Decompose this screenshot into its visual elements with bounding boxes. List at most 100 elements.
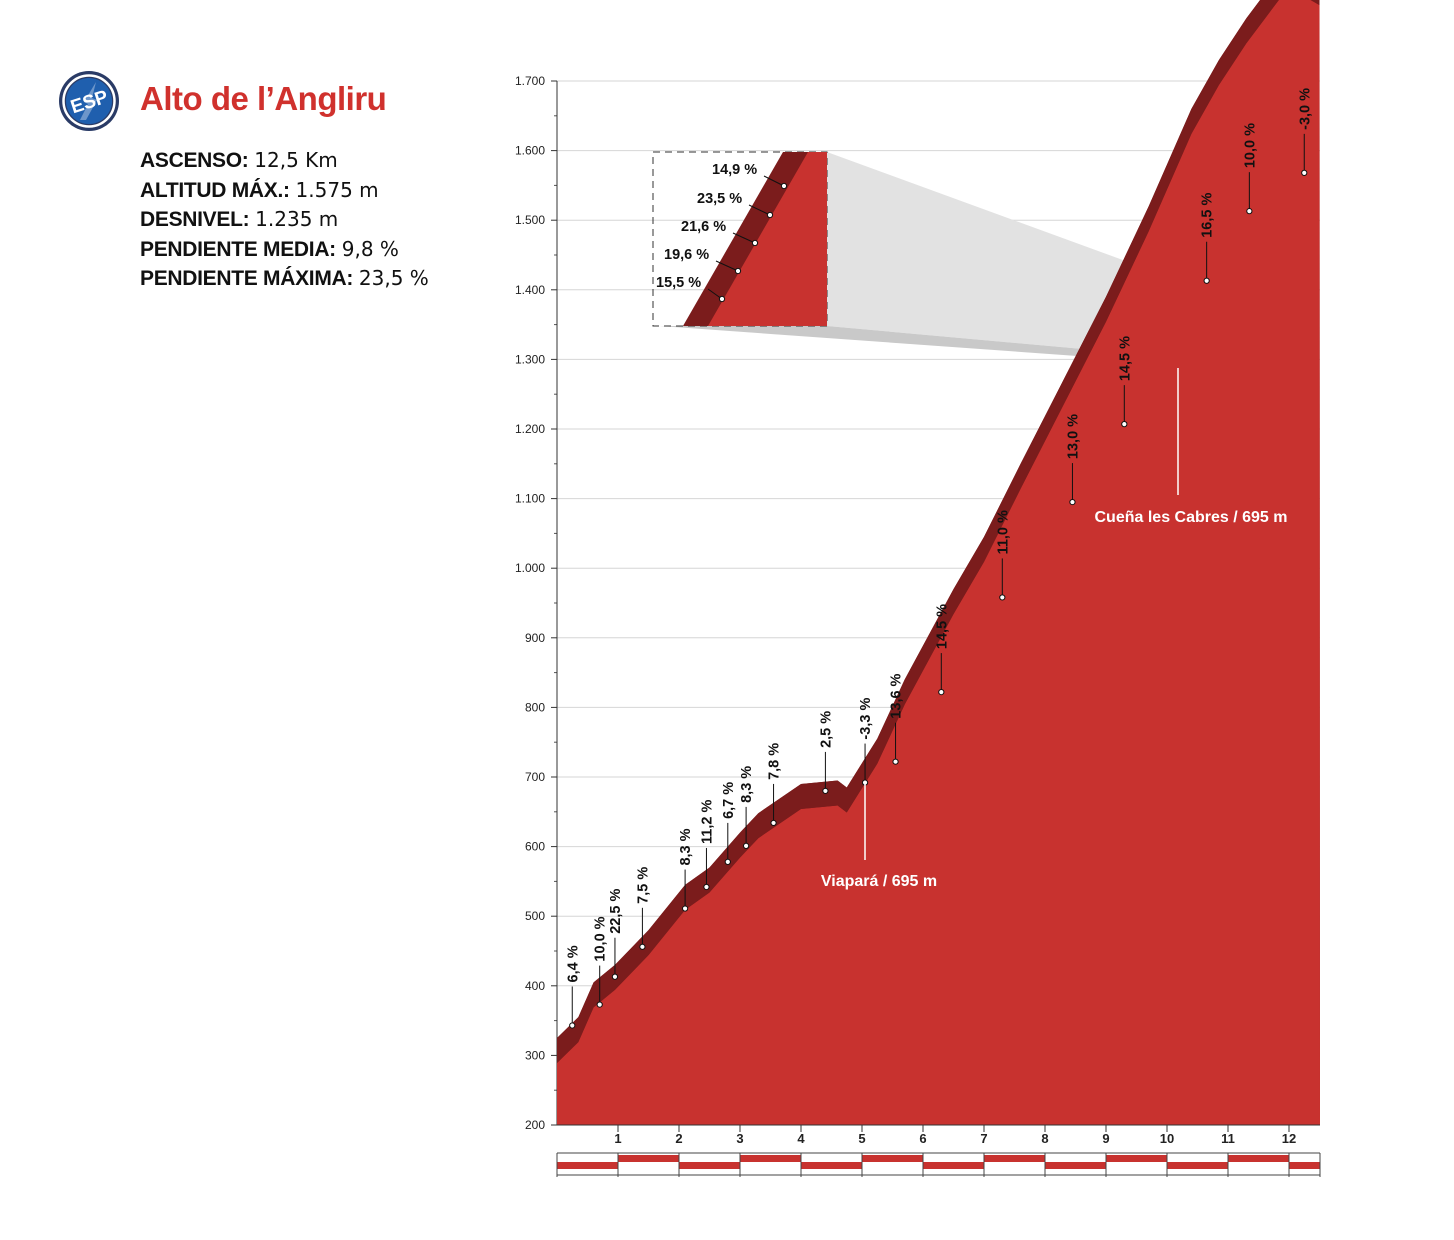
grade-label: 22,5 %	[608, 889, 624, 934]
grade-label: 7,5 %	[635, 867, 651, 904]
x-tick-label: 3	[736, 1131, 743, 1146]
grade-dot	[724, 858, 731, 866]
grade-dot	[822, 787, 829, 795]
y-axis: 1.700 1.600 1.500 1.400 1.300 1.200 1.100 1.000…	[515, 74, 558, 1132]
stat-desnivel: DESNIVEL: 1.235 m	[140, 205, 429, 235]
inset-leader	[763, 175, 785, 187]
km-band-segment	[618, 1155, 679, 1162]
grade-dot	[611, 973, 619, 980]
grade-dot	[770, 819, 777, 827]
km-band-segment	[1228, 1155, 1289, 1162]
inset-grade-label: 15,5 %	[656, 275, 701, 291]
y-tick-label: 1.700	[515, 74, 545, 88]
grade-label: 6,4 %	[565, 945, 581, 982]
y-tick-label: 900	[525, 631, 545, 645]
stat-pendiente-maxima: PENDIENTE MÁXIMA: 23,5 %	[140, 264, 429, 294]
grade-dot	[743, 842, 750, 850]
x-tick-label: 11	[1221, 1131, 1235, 1146]
y-tick-label: 1.100	[515, 492, 545, 506]
x-tick-label: 4	[797, 1131, 805, 1146]
spain-flag-badge-icon: ESP	[59, 71, 119, 131]
grade-label: 14,5 %	[1117, 336, 1133, 381]
inset-dot	[734, 267, 742, 275]
y-tick-label: 400	[525, 979, 545, 993]
km-band-segment	[1106, 1155, 1167, 1162]
y-tick-label: 1.600	[515, 144, 545, 158]
inset-dot	[780, 182, 788, 190]
grade-dot	[1121, 421, 1128, 428]
inset-grade-label: 23,5 %	[697, 191, 742, 207]
place-label-viapara: Viapará / 695 m	[821, 873, 937, 890]
grade-dot	[596, 1001, 603, 1008]
y-tick-label: 1.300	[515, 352, 545, 366]
x-tick-label: 10	[1160, 1131, 1174, 1146]
x-tick-label: 6	[919, 1131, 926, 1146]
stat-label: ASCENSO:	[140, 149, 249, 172]
stat-label: DESNIVEL:	[140, 208, 250, 231]
y-tick-label: 800	[525, 700, 545, 714]
place-labels: Viapará / 695 m Cueña les Cabres / 695 m	[821, 368, 1288, 890]
grade-label: 11,2 %	[699, 800, 715, 844]
x-tick-label: 1	[614, 1131, 621, 1146]
inset-grade-label: 21,6 %	[681, 219, 726, 235]
grade-label: 8,3 %	[739, 766, 755, 803]
inset-dot	[718, 295, 726, 303]
stat-ascenso: ASCENSO: 12,5 Km	[140, 146, 429, 176]
x-tick-label: 7	[980, 1131, 987, 1146]
y-tick-label: 300	[525, 1048, 545, 1062]
km-band-segment	[1167, 1162, 1228, 1169]
grade-label: 10,0 %	[1242, 123, 1258, 168]
stat-value: 23,5 %	[358, 266, 429, 290]
grade-label: -3,0 %	[1297, 88, 1313, 130]
grade-dot	[1203, 277, 1210, 284]
inset-detail: 14,9 % 23,5 % 21,6 % 19,6 % 15,5 %	[652, 151, 828, 327]
km-band-segment	[740, 1155, 801, 1162]
grade-label: 13,6 %	[889, 673, 905, 718]
page-title: Alto de l’Angliru	[140, 80, 387, 117]
grade-dot	[999, 594, 1006, 601]
grade-label: -3,3 %	[858, 698, 874, 740]
grade-dot	[1301, 169, 1308, 176]
grade-dot	[938, 688, 945, 696]
grade-label: 7,8 %	[767, 743, 783, 780]
grade-label: 16,5 %	[1200, 193, 1216, 238]
grade-dot	[861, 779, 869, 786]
profile-area	[557, 0, 1320, 1125]
climb-stats: ASCENSO: 12,5 Km ALTITUD MÁX.: 1.575 m D…	[140, 146, 429, 294]
km-band-segment	[679, 1162, 740, 1169]
x-tick-label: 9	[1102, 1131, 1109, 1146]
km-band-segment	[984, 1155, 1045, 1162]
grade-label: 2,5 %	[818, 711, 834, 748]
stat-value: 1.235 m	[255, 207, 339, 231]
profile-ridge	[557, 0, 1320, 1063]
inset-body	[708, 152, 827, 326]
km-band-segment	[862, 1155, 923, 1162]
y-tick-label: 1.200	[515, 422, 545, 436]
grade-dot	[682, 905, 689, 912]
x-tick-label: 12	[1282, 1131, 1296, 1146]
stat-label: PENDIENTE MEDIA:	[140, 237, 336, 261]
place-label-cuena: Cueña les Cabres / 695 m	[1095, 509, 1288, 526]
x-tick-label: 2	[675, 1131, 682, 1146]
y-tick-label: 1.400	[515, 283, 545, 297]
grade-dot	[569, 1022, 576, 1029]
inset-grade-label: 14,9 %	[712, 162, 757, 178]
km-band-segment	[923, 1162, 984, 1169]
grade-dot	[703, 883, 710, 891]
km-band-segment	[801, 1162, 862, 1169]
profile-body	[557, 0, 1320, 1125]
inset-leader	[748, 204, 771, 216]
stat-label: ALTITUD MÁX.:	[140, 178, 290, 202]
stat-value: 9,8 %	[341, 236, 399, 261]
grade-label: 10,0 %	[593, 916, 609, 961]
stat-altitud-max: ALTITUD MÁX.: 1.575 m	[140, 176, 429, 206]
stat-value: 12,5 Km	[254, 148, 338, 172]
km-band-segment	[1289, 1162, 1320, 1169]
stat-label: PENDIENTE MÁXIMA:	[140, 267, 354, 290]
y-tick-label: 1.000	[515, 561, 545, 575]
stat-value: 1.575 m	[295, 177, 379, 202]
grade-label: 13,0 %	[1065, 414, 1081, 459]
x-tick-label: 8	[1041, 1131, 1048, 1146]
grade-dot	[1246, 208, 1253, 215]
